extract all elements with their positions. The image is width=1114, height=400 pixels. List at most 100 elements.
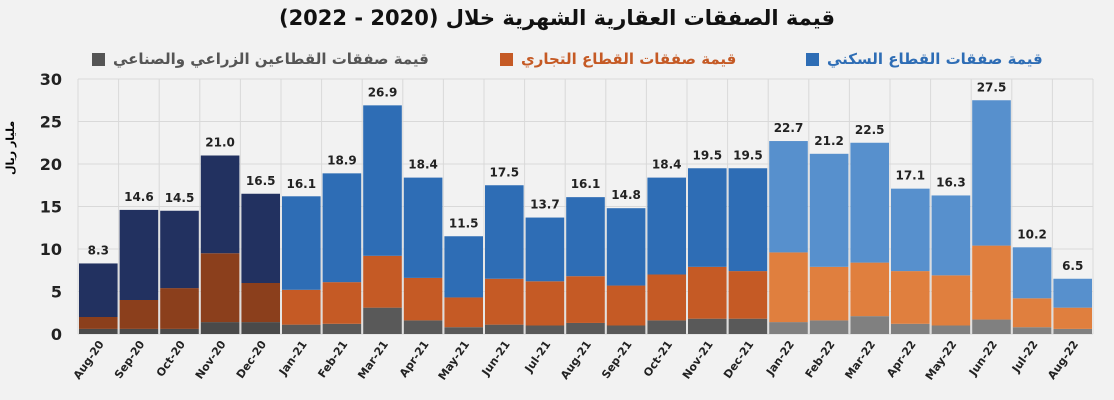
data-label: 18.9 [327,153,357,167]
data-label: 17.5 [489,165,519,179]
bar-segment-agri-industrial [363,307,402,334]
bar-segment-agri-industrial [566,322,605,334]
bar-segment-commercial [566,276,605,323]
bar-segment-agri-industrial [1012,327,1052,334]
data-label: 22.5 [855,123,885,137]
bar-segment-commercial [282,289,321,325]
x-tick-label: Mar-22 [842,338,878,381]
y-tick-label: 0 [51,325,62,344]
bar-segment-commercial [200,253,240,323]
legend-swatch [92,52,105,66]
data-label: 19.5 [733,148,763,162]
bar-segment-agri-industrial [119,328,159,334]
bar-segment-commercial [688,266,727,319]
legend-label: قيمة صفقات القطاع السكني [827,50,1043,68]
legend-label: قيمة صفقات القطاع التجاري [521,50,737,68]
bar-segment-residential [688,168,727,267]
bar-segment-commercial [972,245,1011,320]
bar-segment-commercial [160,288,199,329]
bar-segment-commercial [1012,298,1052,328]
legend-item-commercial: قيمة صفقات القطاع التجاري [500,50,736,68]
bar-segment-agri-industrial [809,320,849,334]
chart-title: قيمة الصفقات العقارية الشهرية خلال (2020… [278,6,836,30]
bar-segment-residential [606,208,646,286]
bar-segment-residential [403,177,443,278]
x-tick-label: Jul-21 [522,338,554,375]
legend-swatch [500,52,513,66]
data-label: 18.4 [408,158,438,172]
bar-segment-agri-industrial [200,322,240,334]
bar-segment-agri-industrial [891,323,930,334]
bar-segment-residential [79,263,118,317]
bar-segment-agri-industrial [241,322,280,334]
x-tick-label: Jun-22 [966,338,1000,379]
x-tick-label: Feb-22 [803,338,838,380]
y-tick-label: 20 [40,155,62,174]
data-label: 21.2 [814,134,844,148]
x-tick-label: Jun-21 [479,338,513,379]
bar-segment-residential [972,100,1011,246]
bar-segment-commercial [809,266,849,321]
x-tick-label: Dec-21 [721,338,756,381]
bar-segment-residential [485,185,524,279]
x-tick-label: Sep-20 [112,338,148,381]
bar-segment-residential [769,141,808,253]
data-label: 17.1 [895,169,925,183]
bar-segment-agri-industrial [728,318,768,334]
bar-segment-agri-industrial [931,325,971,334]
data-label: 6.5 [1062,259,1083,273]
x-tick-label: May-22 [923,338,960,382]
bar-segment-residential [119,209,159,300]
bar-segment-commercial [850,262,889,317]
bar-segment-commercial [444,297,483,328]
x-tick-label: Sep-21 [599,338,634,381]
x-tick-label: Oct-20 [154,338,188,379]
data-label: 21.0 [205,136,235,150]
bar-segment-commercial [891,271,930,324]
bar-segment-residential [728,168,768,272]
data-label: 16.3 [936,175,966,189]
bar-segment-commercial [606,285,646,326]
bar-segment-residential [1053,278,1092,308]
data-label: 8.3 [88,243,109,257]
x-tick-label: Jul-22 [1009,338,1041,375]
bar-segment-agri-industrial [688,318,727,334]
data-label: 19.5 [692,148,722,162]
bar-segment-agri-industrial [282,324,321,334]
bar-segment-commercial [403,277,443,321]
bar-segment-residential [647,177,686,275]
x-tick-label: Aug-22 [1045,338,1081,382]
bar-segment-commercial [119,300,159,329]
x-tick-label: Apr-22 [884,338,919,380]
bar-segment-residential [931,195,971,276]
bar-segment-agri-industrial [850,316,889,334]
bar-segment-commercial [769,252,808,323]
x-tick-label: Jan-22 [763,338,797,378]
x-tick-label: Apr-21 [397,338,432,380]
y-tick-label: 5 [51,283,62,302]
bar-segment-agri-industrial [79,328,118,334]
y-tick-label: 10 [40,240,62,259]
legend-item-agri-industrial: قيمة صفقات القطاعين الزراعي والصناعي [92,50,429,68]
bar-segment-agri-industrial [160,328,199,334]
x-tick-label: Feb-21 [315,338,350,380]
data-label: 13.7 [530,198,560,212]
data-label: 14.8 [611,188,641,202]
bar-segment-residential [566,197,605,277]
x-tick-label: May-21 [436,338,473,382]
bar-segment-residential [200,155,240,254]
bar-segment-residential [241,193,280,283]
y-tick-label: 25 [40,113,62,132]
data-label: 16.5 [246,174,276,188]
bar-segment-residential [363,105,402,256]
bar-segment-agri-industrial [403,320,443,334]
bar-segment-commercial [647,274,686,321]
data-label: 14.6 [124,190,154,204]
bar-segment-residential [444,236,483,298]
x-tick-label: Oct-21 [641,338,675,379]
bar-segment-commercial [79,317,118,329]
data-label: 27.5 [977,80,1007,94]
y-tick-label: 30 [40,70,62,89]
x-tick-label: Mar-21 [355,338,391,381]
bar-segment-agri-industrial [647,320,686,334]
